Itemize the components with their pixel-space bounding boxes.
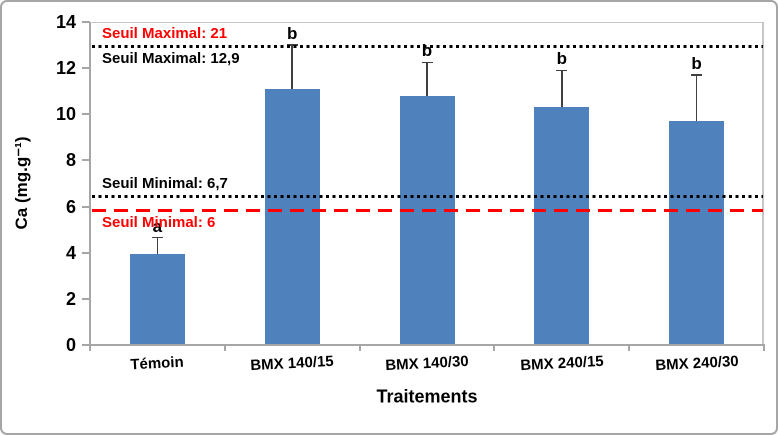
- x-tick-label: BMX 140/30: [384, 352, 470, 375]
- y-tick-label: 12: [55, 58, 76, 79]
- bar: [669, 121, 725, 344]
- y-tick-label: 0: [65, 335, 76, 355]
- error-bar-line: [156, 237, 159, 254]
- significance-letter: b: [556, 49, 567, 69]
- x-axis-line: [89, 344, 765, 346]
- bar: [129, 253, 185, 344]
- y-tick-label: 6: [65, 196, 76, 217]
- x-tick-mark: [223, 345, 226, 351]
- significance-letter: a: [152, 216, 163, 236]
- y-tick-label: 2: [65, 288, 76, 309]
- y-tick-mark: [82, 344, 90, 346]
- error-bar-line: [291, 45, 293, 89]
- seuil-minimal-6-line: [92, 208, 763, 212]
- x-tick-mark: [628, 345, 631, 351]
- bar: [534, 107, 590, 344]
- x-tick-label: BMX 240/15: [519, 352, 604, 375]
- bar: [264, 88, 320, 344]
- x-tick-mark: [763, 345, 765, 351]
- y-tick-label: 14: [55, 12, 76, 32]
- x-tick-mark: [493, 345, 496, 351]
- x-tick-mark: [358, 345, 361, 351]
- y-tick-label: 10: [55, 104, 76, 125]
- error-bar-cap: [151, 236, 163, 239]
- significance-letter: b: [286, 24, 298, 44]
- significance-letter: b: [421, 41, 433, 61]
- plot-border-right: [762, 22, 764, 345]
- seuil-maximal-12-9-label: Seuil Maximal: 12,9: [102, 50, 240, 68]
- y-tick-mark: [82, 67, 90, 70]
- y-tick-mark: [82, 251, 90, 254]
- y-tick-mark: [82, 21, 90, 23]
- y-tick-mark: [82, 159, 90, 162]
- significance-letter: b: [691, 54, 702, 74]
- x-tick-mark: [89, 345, 91, 351]
- seuil-minimal-6-7-label: Seuil Minimal: 6,7: [102, 175, 228, 193]
- y-tick-mark: [82, 113, 90, 116]
- error-bar-line: [695, 75, 698, 122]
- plot-border-top: [90, 22, 764, 23]
- y-tick-mark: [82, 297, 90, 300]
- y-tick-label: 4: [65, 242, 76, 263]
- error-bar-cap: [691, 74, 703, 76]
- y-tick-mark: [82, 205, 90, 208]
- y-axis-title: Ca (mg.g⁻¹): [12, 136, 31, 230]
- error-bar-line: [561, 70, 563, 108]
- x-tick-label: Témoin: [130, 353, 185, 374]
- bar: [399, 95, 455, 344]
- x-axis-title: Traitements: [376, 386, 478, 407]
- x-tick-label: BMX 140/15: [250, 352, 335, 375]
- seuil-minimal-6-label: Seuil Minimal: 6: [102, 214, 216, 232]
- seuil-minimal-6-7-line: [92, 194, 763, 198]
- error-bar-line: [426, 62, 428, 96]
- y-tick-label: 8: [65, 150, 76, 171]
- x-tick-label: BMX 240/30: [654, 352, 739, 375]
- error-bar-cap: [556, 69, 568, 72]
- seuil-maximal-21-label: Seuil Maximal: 21: [102, 25, 228, 43]
- error-bar-cap: [421, 61, 433, 64]
- seuil-maximal-12-9-line: [92, 44, 763, 48]
- y-axis-line: [89, 22, 91, 345]
